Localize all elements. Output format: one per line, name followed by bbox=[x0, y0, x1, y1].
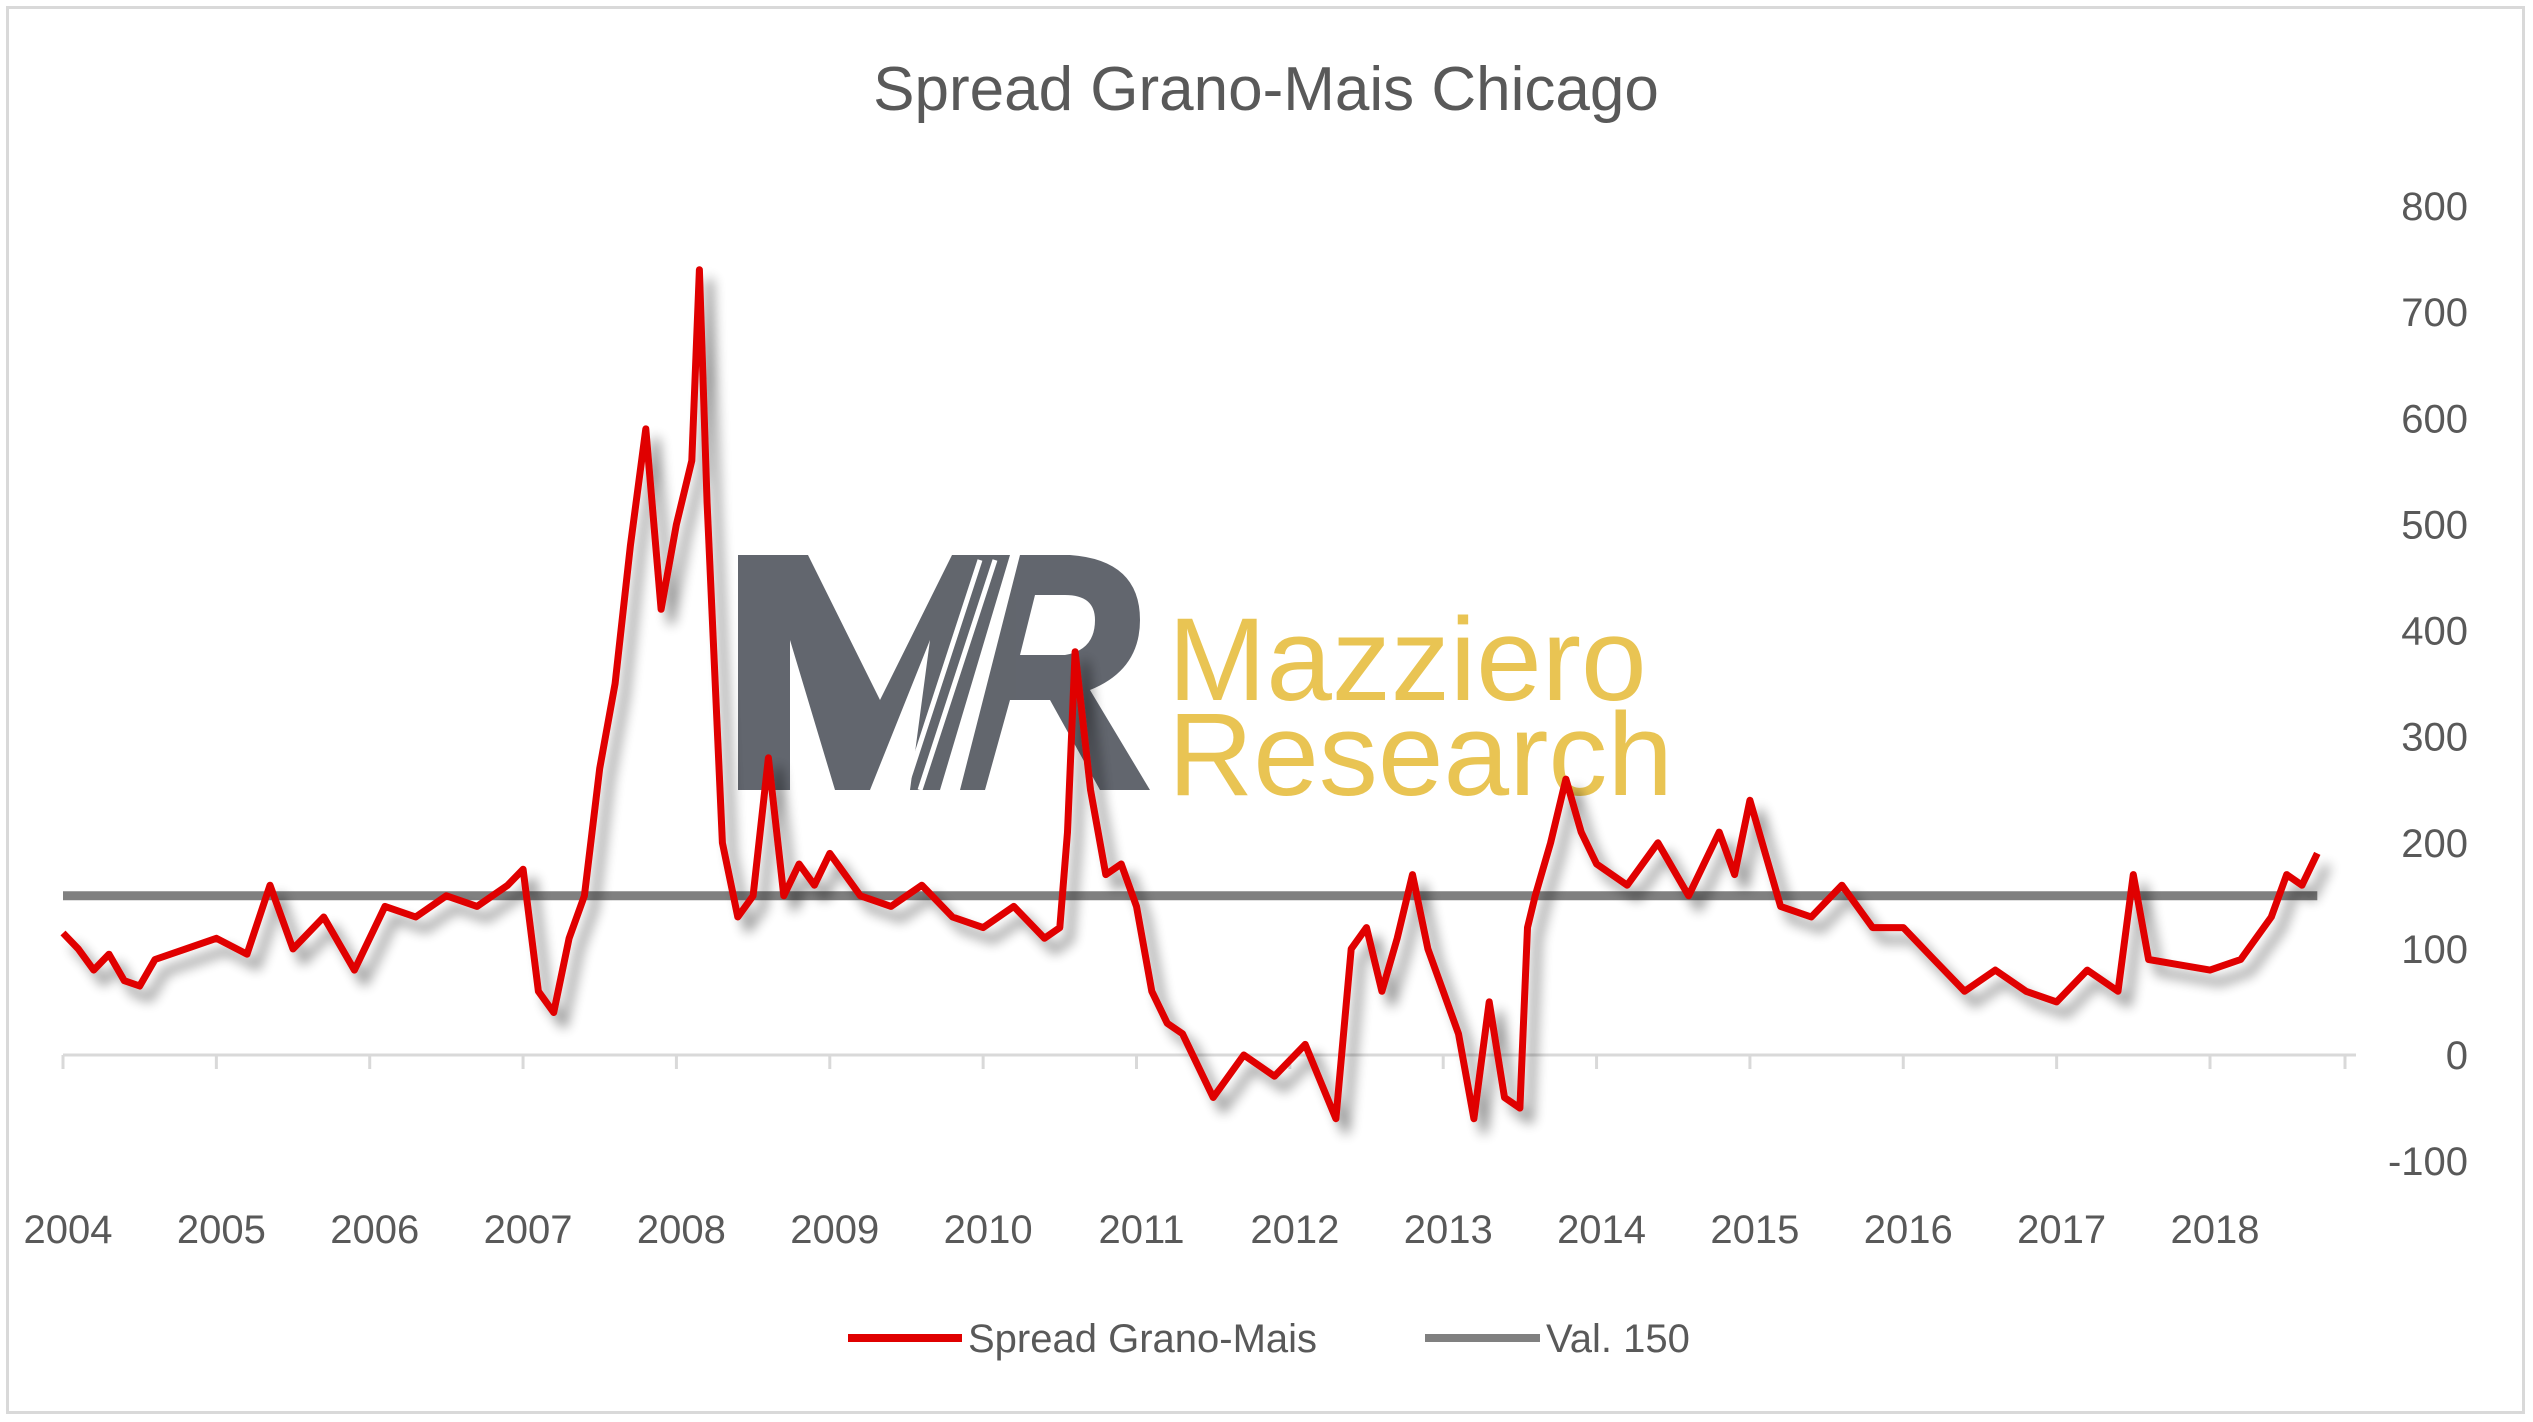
y-tick-label: 100 bbox=[2401, 928, 2468, 972]
x-tick-label: 2014 bbox=[1557, 1208, 1646, 1252]
y-tick-label: 400 bbox=[2401, 610, 2468, 654]
x-tick-label: 2015 bbox=[1710, 1208, 1799, 1252]
x-tick-label: 2004 bbox=[24, 1208, 113, 1252]
legend-label-val150: Val. 150 bbox=[1546, 1317, 1690, 1361]
y-tick-label: 800 bbox=[2401, 185, 2468, 229]
watermark: Mazziero Research bbox=[738, 555, 1673, 821]
x-tick-label: 2013 bbox=[1404, 1208, 1493, 1252]
y-tick-label: 700 bbox=[2401, 291, 2468, 335]
series-layer bbox=[60, 266, 2321, 1123]
y-tick-label: 600 bbox=[2401, 397, 2468, 441]
y-tick-label: 300 bbox=[2401, 716, 2468, 760]
x-tick-label: 2005 bbox=[177, 1208, 266, 1252]
watermark-line2: Research bbox=[1168, 689, 1673, 821]
x-tick-label: 2006 bbox=[330, 1208, 419, 1252]
y-tick-label: 0 bbox=[2446, 1034, 2468, 1078]
chart-title: Spread Grano-Mais Chicago bbox=[873, 55, 1659, 124]
x-tick-label: 2007 bbox=[484, 1208, 573, 1252]
chart-frame bbox=[6, 6, 2525, 1414]
legend-label-spread: Spread Grano-Mais bbox=[968, 1317, 1317, 1361]
x-tick-label: 2016 bbox=[1864, 1208, 1953, 1252]
x-tick-label: 2012 bbox=[1250, 1208, 1339, 1252]
legend: Spread Grano-Mais Val. 150 bbox=[848, 1317, 1690, 1361]
series-line-spread bbox=[60, 266, 2321, 1123]
watermark-logo-r bbox=[960, 555, 1150, 790]
y-tick-label: -100 bbox=[2388, 1140, 2468, 1184]
watermark-logo bbox=[738, 555, 1010, 790]
x-tick-label: 2017 bbox=[2017, 1208, 2106, 1252]
x-tick-label: 2011 bbox=[1098, 1208, 1184, 1252]
y-axis: 800 700 600 500 400 300 200 100 0 -100 bbox=[2388, 185, 2468, 1184]
y-tick-label: 200 bbox=[2401, 822, 2468, 866]
x-tick-label: 2018 bbox=[2170, 1208, 2259, 1252]
x-tick-label: 2008 bbox=[637, 1208, 726, 1252]
watermark-line1: Mazziero bbox=[1168, 594, 1647, 726]
x-tick-label: 2010 bbox=[944, 1208, 1033, 1252]
y-tick-label: 500 bbox=[2401, 503, 2468, 547]
x-axis: 2004 2005 2006 2007 2008 2009 2010 2011 2012 2013… bbox=[24, 1053, 2356, 1252]
x-tick-label: 2009 bbox=[790, 1208, 879, 1252]
